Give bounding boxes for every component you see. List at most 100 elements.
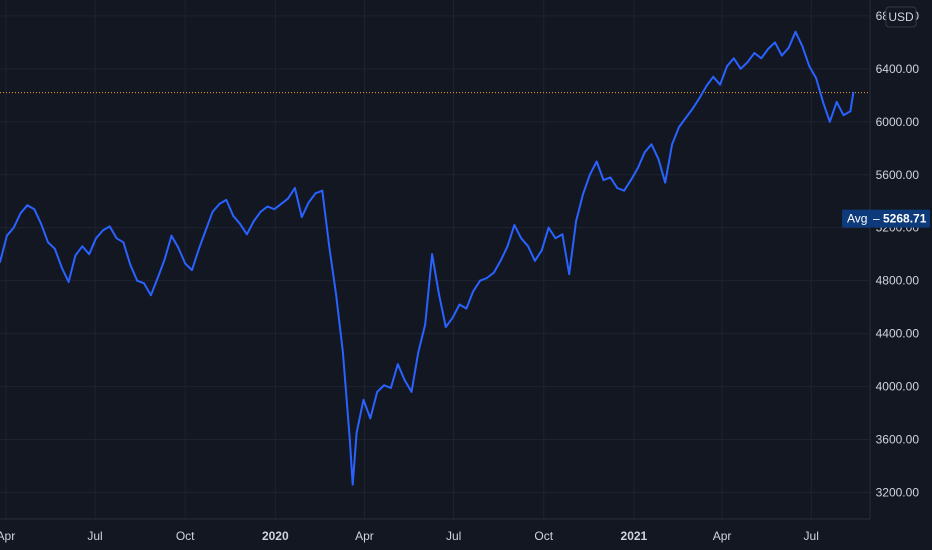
- x-tick-label: Jul: [87, 529, 102, 543]
- data-point: [293, 187, 296, 189]
- data-point: [47, 241, 49, 244]
- data-point: [328, 245, 331, 248]
- currency-badge[interactable]: USD: [885, 6, 917, 28]
- data-point: [410, 390, 413, 393]
- time-axis[interactable]: Apr Jul Oct 2020 Apr Jul Oct 2021 Apr Jul: [0, 529, 819, 543]
- data-point: [636, 167, 639, 170]
- data-point: [156, 277, 159, 279]
- data-point: [252, 220, 255, 223]
- data-point: [465, 307, 468, 310]
- data-point: [74, 254, 77, 257]
- data-point: [828, 120, 831, 123]
- data-point: [355, 432, 358, 434]
- avg-label: Avg: [847, 212, 867, 226]
- data-point: [40, 222, 43, 225]
- data-point: [774, 41, 776, 44]
- data-point: [12, 226, 15, 229]
- data-point: [732, 57, 735, 60]
- data-point: [595, 160, 598, 163]
- data-point: [527, 245, 529, 248]
- data-point: [602, 179, 605, 181]
- data-point: [520, 237, 523, 240]
- data-point: [122, 241, 125, 244]
- series-line: [0, 30, 855, 486]
- data-point: [204, 229, 207, 232]
- x-tick-label: Jul: [804, 529, 819, 543]
- data-point: [753, 52, 756, 54]
- data-point: [760, 57, 763, 60]
- x-tick-label: Oct: [176, 529, 195, 543]
- data-point: [438, 293, 440, 295]
- data-point: [684, 116, 687, 119]
- data-point: [719, 83, 722, 86]
- data-point: [184, 262, 187, 265]
- data-point: [177, 246, 180, 249]
- data-point: [630, 179, 632, 181]
- avg-separator: –: [873, 212, 880, 226]
- data-point: [280, 202, 283, 205]
- data-point: [801, 45, 804, 48]
- price-axis[interactable]: 6800.006400.006000.005600.005200.004800.…: [876, 9, 920, 500]
- data-point: [0, 261, 1, 264]
- data-point: [746, 61, 749, 64]
- data-point: [609, 176, 612, 179]
- data-point: [643, 151, 646, 154]
- data-point: [143, 282, 145, 285]
- x-tick-label: 2021: [621, 529, 648, 543]
- data-point: [129, 263, 132, 266]
- data-point: [852, 91, 855, 94]
- y-tick-label: 4400.00: [876, 327, 920, 341]
- data-point: [239, 222, 241, 225]
- data-point: [499, 259, 502, 262]
- data-point: [506, 245, 509, 248]
- data-point: [431, 253, 433, 256]
- data-point: [163, 258, 166, 261]
- data-point: [191, 269, 193, 271]
- data-point: [342, 351, 344, 354]
- data-point: [582, 193, 584, 196]
- data-point: [95, 237, 97, 240]
- data-point: [664, 181, 667, 184]
- x-tick-label: 2020: [262, 529, 289, 543]
- data-point: [561, 233, 564, 236]
- avg-value: 5268.71: [883, 212, 927, 226]
- data-point: [698, 97, 701, 99]
- data-point: [314, 192, 317, 195]
- data-point: [822, 101, 824, 103]
- x-tick-label: Apr: [0, 529, 15, 543]
- y-tick-label: 3200.00: [876, 486, 920, 500]
- currency-label: USD: [888, 10, 914, 24]
- data-point: [705, 85, 708, 87]
- data-point: [739, 67, 742, 70]
- data-point: [780, 54, 783, 57]
- data-point: [287, 197, 289, 200]
- data-point: [575, 220, 577, 223]
- data-point: [19, 212, 22, 215]
- y-tick-label: 4800.00: [876, 274, 920, 288]
- avg-badge: Avg – 5268.71: [842, 209, 930, 228]
- data-point: [300, 216, 303, 219]
- data-point: [232, 214, 235, 217]
- x-tick-label: Apr: [355, 529, 374, 543]
- data-point: [451, 316, 454, 319]
- data-point: [321, 189, 324, 192]
- data-point: [835, 101, 838, 103]
- data-point: [67, 281, 70, 283]
- data-point: [691, 107, 694, 110]
- data-point: [5, 234, 8, 237]
- data-point: [486, 277, 488, 279]
- grid: [0, 0, 870, 519]
- data-point: [534, 259, 536, 262]
- data-point: [554, 237, 557, 240]
- y-tick-label: 5600.00: [876, 168, 920, 182]
- data-point: [767, 48, 770, 50]
- data-point: [149, 294, 152, 297]
- data-point: [794, 30, 797, 33]
- x-tick-label: Apr: [713, 529, 732, 543]
- data-point: [259, 210, 262, 213]
- data-point: [348, 438, 351, 441]
- data-point: [197, 248, 200, 250]
- data-point: [383, 384, 385, 387]
- data-point: [362, 398, 365, 401]
